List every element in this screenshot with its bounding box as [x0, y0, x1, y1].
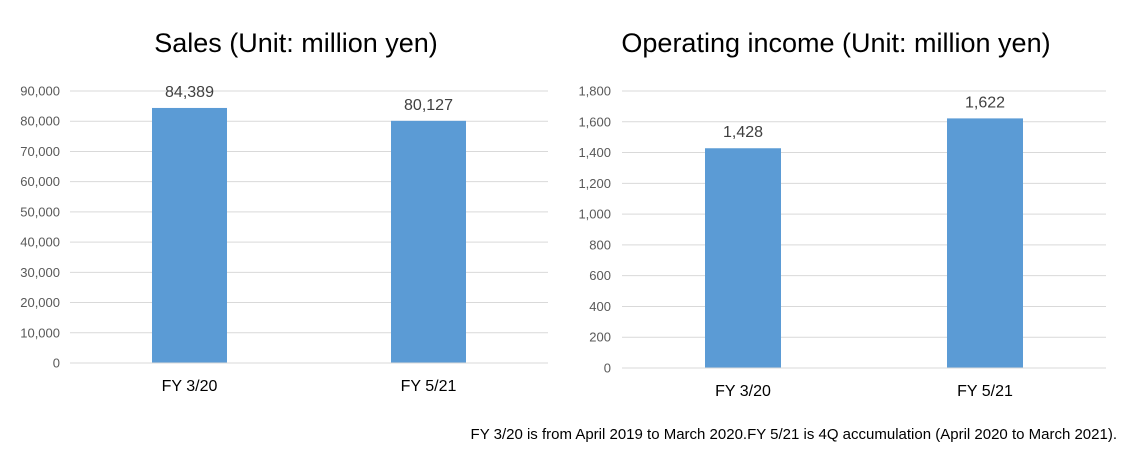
y-tick-label: 50,000 — [20, 204, 60, 219]
bar — [152, 107, 227, 363]
y-tick-label: 70,000 — [20, 144, 60, 159]
y-tick-label: 20,000 — [20, 295, 60, 310]
x-category-label: FY 5/21 — [957, 383, 1013, 400]
chart-title: Sales (Unit: million yen) — [154, 28, 438, 58]
footnote: FY 3/20 is from April 2019 to March 2020… — [470, 426, 1117, 443]
y-tick-label: 1,800 — [578, 84, 611, 99]
bar — [391, 120, 466, 363]
x-category-label: FY 5/21 — [401, 378, 457, 395]
y-tick-label: 200 — [589, 330, 611, 345]
y-tick-label: 800 — [589, 237, 611, 252]
y-tick-label: 90,000 — [20, 84, 60, 99]
operating-income-chart: Operating income (Unit: million yen) 0 200… — [578, 28, 1106, 400]
y-tick-label: 10,000 — [20, 325, 60, 340]
y-tick-label: 80,000 — [20, 114, 60, 129]
chart-title: Operating income (Unit: million yen) — [621, 28, 1050, 58]
y-tick-label: 40,000 — [20, 235, 60, 250]
bar — [947, 118, 1023, 369]
data-label: 1,622 — [965, 94, 1005, 111]
data-label: 80,127 — [404, 97, 453, 114]
x-category-label: FY 3/20 — [715, 383, 771, 400]
y-tick-label: 30,000 — [20, 265, 60, 280]
bar — [705, 148, 781, 368]
y-tick-label: 1,400 — [578, 145, 611, 160]
data-label: 1,428 — [723, 124, 763, 141]
y-tick-label: 0 — [604, 361, 611, 376]
data-label: 84,389 — [165, 84, 214, 101]
y-tick-label: 1,000 — [578, 207, 611, 222]
y-tick-label: 400 — [589, 299, 611, 314]
y-tick-label: 600 — [589, 268, 611, 283]
sales-chart: Sales (Unit: million yen) 0 10,000 20,000 30… — [20, 28, 548, 395]
y-tick-label: 0 — [53, 356, 60, 371]
y-tick-label: 1,600 — [578, 114, 611, 129]
y-tick-label: 1,200 — [578, 176, 611, 191]
y-tick-label: 60,000 — [20, 174, 60, 189]
x-category-label: FY 3/20 — [162, 378, 218, 395]
